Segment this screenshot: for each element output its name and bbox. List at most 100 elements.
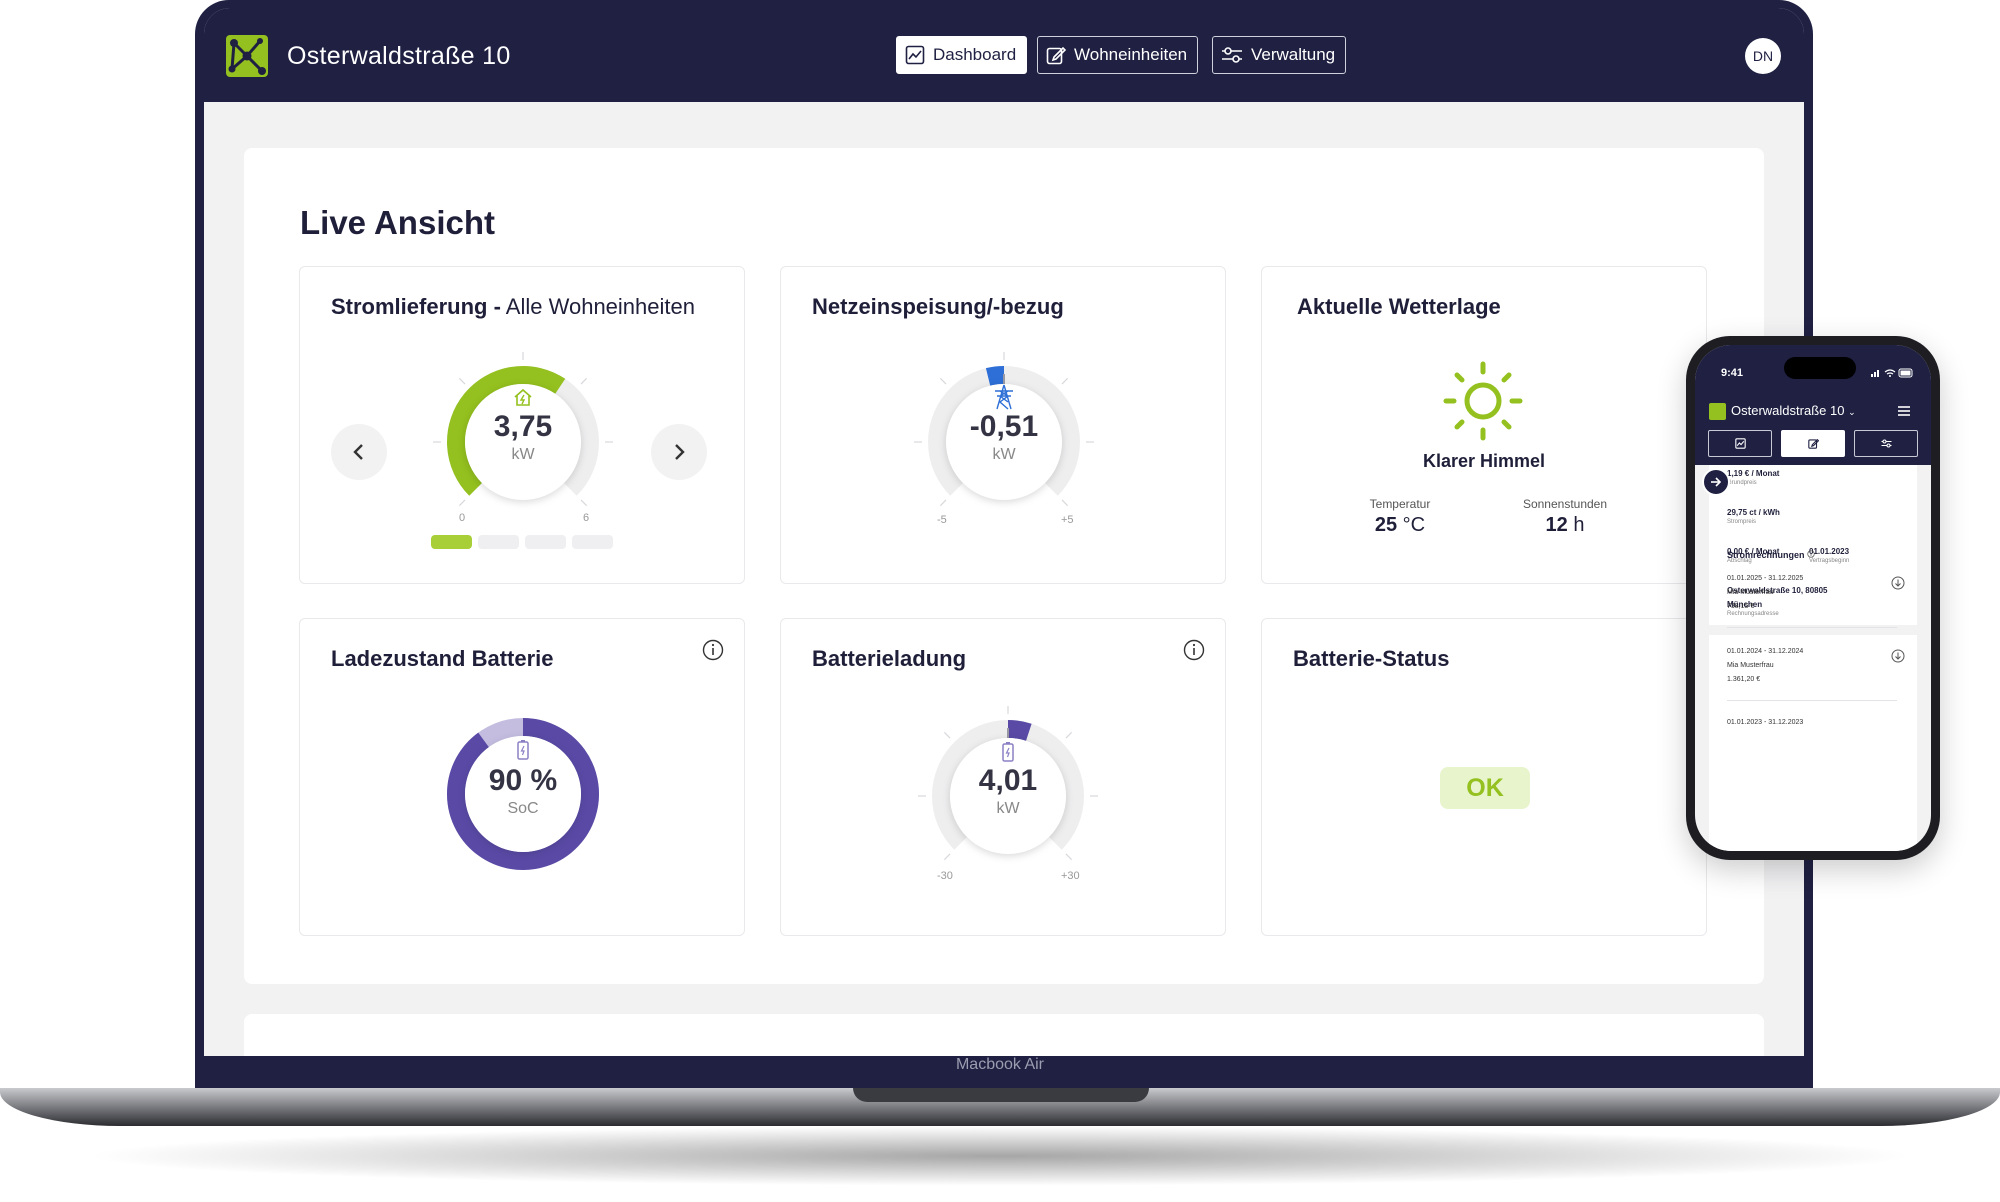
info-icon[interactable]: [702, 639, 724, 661]
weather-condition: Klarer Himmel: [1422, 451, 1546, 471]
gauge-max-label: +5: [1061, 514, 1074, 526]
gauge-unit: kW: [511, 446, 535, 463]
card-stromlieferung: Stromlieferung - Alle Wohneinheiten 3,75…: [299, 266, 745, 584]
temperature-value: 25: [1374, 514, 1398, 536]
gauge-tick: [943, 731, 951, 739]
phone-title-text: Osterwaldstraße 10: [1731, 403, 1845, 418]
card-title: Batterie-Status: [1293, 646, 1450, 671]
download-icon[interactable]: [1891, 649, 1905, 663]
invoice-amount: 738,15 €: [1727, 603, 1755, 610]
price-value: 1,19 € / Monat: [1727, 469, 1780, 478]
next-button[interactable]: [651, 424, 707, 480]
phone-tab-dashboard[interactable]: [1708, 430, 1772, 457]
chevron-down-icon: ⌄: [1848, 407, 1856, 417]
carousel-dot[interactable]: [525, 535, 566, 549]
card-batteriestatus: Batterie-Status OK: [1261, 618, 1707, 936]
card-ladezustand: Ladezustand Batterie 90 % SoC: [299, 618, 745, 936]
phone-tab-verwaltung[interactable]: [1854, 430, 1918, 457]
sliders-icon: [1222, 47, 1242, 63]
download-icon[interactable]: [1891, 576, 1905, 590]
sunhours-label: Sonnenstunden: [1522, 497, 1608, 511]
invoice-row[interactable]: 01.01.2025 - 31.12.2025 Mia Musterfrau 7…: [1727, 572, 1803, 614]
temperature-unit: °C: [1397, 514, 1426, 536]
invoices-title: Stromrechnungen: [1727, 550, 1815, 560]
card-title: Netzeinspeisung/-bezug: [812, 294, 1064, 319]
chart-icon: [1734, 438, 1746, 449]
gauge-unit: SoC: [507, 800, 539, 817]
laptop-screen: Osterwaldstraße 10 Dashboard Wohneinheit…: [204, 8, 1804, 1056]
price-label: Abschlag: [1727, 558, 1752, 564]
section-title: Live Ansicht: [300, 204, 495, 241]
gauge-tick: [1061, 377, 1069, 385]
phone-time: 9:41: [1721, 367, 1744, 379]
price-value: 0,00 € / Monat: [1727, 547, 1780, 556]
gauge-unit: kW: [992, 446, 1016, 463]
ladezustand-gauge: 90 % SoC: [423, 694, 623, 894]
invoices-title-text: Stromrechnungen: [1727, 550, 1805, 560]
gauge-tick: [1065, 731, 1073, 739]
invoice-period: 01.01.2025 - 31.12.2025: [1727, 575, 1804, 582]
card-title: Aktuelle Wetterlage: [1297, 294, 1501, 319]
phone-contract-card: 1,19 € / Monat Grundpreis 29,75 ct / kWh…: [1709, 465, 1917, 625]
phone-title[interactable]: Osterwaldstraße 10 ⌄: [1731, 403, 1856, 418]
status-icons: [1871, 368, 1913, 378]
top-navigation-bar: Osterwaldstraße 10 Dashboard Wohneinheit…: [204, 8, 1804, 102]
card-title: Ladezustand Batterie: [331, 646, 554, 671]
invoice-row[interactable]: 01.01.2024 - 31.12.2024 Mia Musterfrau 1…: [1727, 645, 1803, 687]
dynamic-island: [1784, 357, 1856, 379]
app-logo[interactable]: [226, 35, 268, 77]
phone-next-button[interactable]: [1702, 468, 1730, 496]
carousel-dot[interactable]: [572, 535, 613, 549]
gauge-value: 90 %: [488, 764, 558, 797]
phone-tab-wohneinheiten[interactable]: [1781, 430, 1845, 457]
invoice-period: 01.01.2024 - 31.12.2024: [1727, 648, 1804, 655]
stromlieferung-gauge: 3,75 kW 0 6: [423, 342, 623, 542]
phone-app-logo[interactable]: [1709, 403, 1726, 420]
divider: [1727, 700, 1897, 701]
gauge-unit: kW: [996, 800, 1020, 817]
gauge-tick: [580, 377, 588, 385]
gauge-value: 4,01: [978, 764, 1038, 797]
sliders-icon: [1881, 439, 1891, 448]
gauge-min-label: -5: [937, 514, 947, 526]
info-icon[interactable]: [1183, 639, 1205, 661]
hamburger-menu-icon[interactable]: [1897, 405, 1911, 417]
battery-icon: [517, 740, 529, 760]
gauge-max-label: 6: [583, 512, 590, 524]
user-avatar[interactable]: DN: [1745, 38, 1781, 74]
nav-dashboard-button[interactable]: Dashboard: [896, 36, 1028, 74]
carousel-dot[interactable]: [431, 535, 472, 549]
sunhours-value: 12: [1545, 514, 1568, 536]
gauge-ring: [433, 352, 613, 507]
nav-dashboard-label: Dashboard: [933, 45, 1017, 64]
gauge-ring: [914, 352, 1094, 507]
house-energy-icon: [514, 388, 532, 406]
chart-icon: [905, 45, 925, 65]
carousel-indicator: [431, 535, 613, 549]
arrow-right-icon: [1711, 477, 1722, 487]
invoice-row[interactable]: 01.01.2023 - 31.12.2023: [1727, 716, 1803, 730]
card-batterieladung: Batterieladung 4,01 kW -30 +30: [780, 618, 1226, 936]
laptop-notch: [853, 1088, 1149, 1102]
price-value: 29,75 ct / kWh: [1727, 508, 1780, 517]
app-title: Osterwaldstraße 10: [287, 42, 511, 70]
nav-wohneinheiten-button[interactable]: Wohneinheiten: [1037, 36, 1199, 74]
card-netzeinspeisung: Netzeinspeisung/-bezug -0,51 kW -5 +5: [780, 266, 1226, 584]
device-label: Macbook Air: [955, 1056, 1045, 1073]
nav-wohneinheiten-label: Wohneinheiten: [1074, 45, 1188, 64]
status-badge: OK: [1440, 767, 1530, 809]
phone-header: 9:41 Osterwaldstraße 10 ⌄: [1695, 345, 1931, 465]
carousel-dot[interactable]: [478, 535, 519, 549]
secondary-panel: [244, 1014, 1764, 1056]
nav-verwaltung-label: Verwaltung: [1251, 45, 1336, 64]
edit-icon: [1807, 438, 1819, 449]
gauge-value: -0,51: [969, 410, 1039, 443]
contract-start-label: Vertragsbeginn: [1809, 558, 1850, 564]
temperature-stat: Temperatur 25 °C: [1355, 497, 1445, 537]
nav-verwaltung-button[interactable]: Verwaltung: [1212, 36, 1347, 74]
invoice-period: 01.01.2023 - 31.12.2023: [1727, 719, 1804, 726]
phone-device: 9:41 Osterwaldstraße 10 ⌄ 1,19 € / Monat…: [1686, 336, 1940, 860]
previous-button[interactable]: [331, 424, 387, 480]
card-title: Batterieladung: [812, 646, 967, 671]
card-wetterlage: Aktuelle Wetterlage Klarer Himmel Temper…: [1261, 266, 1707, 584]
